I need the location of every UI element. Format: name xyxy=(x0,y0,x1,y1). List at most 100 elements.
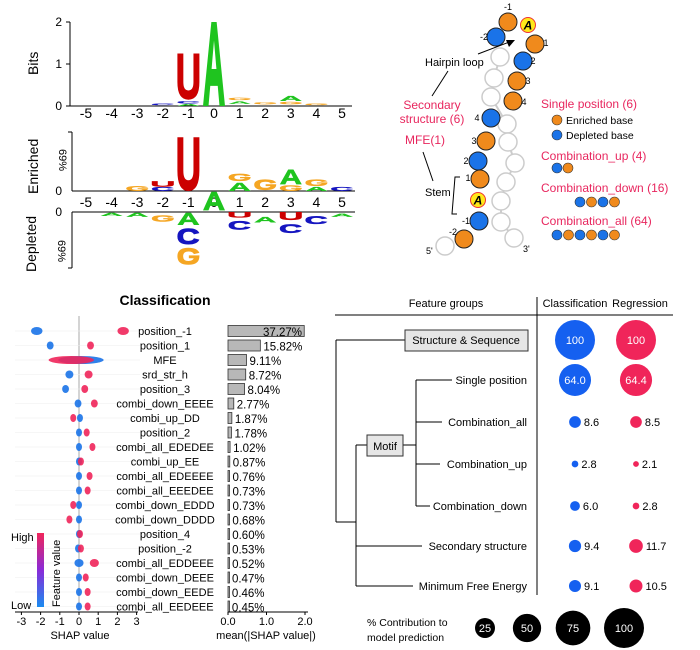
hairpin-loop-label: Hairpin loop xyxy=(425,57,484,69)
enriched-logo-letter-G xyxy=(126,186,149,191)
regression-value: 11.7 xyxy=(646,541,667,553)
motif-box xyxy=(366,434,404,457)
shap-low-points xyxy=(76,573,82,582)
enriched-xtick-label: 3 xyxy=(287,194,295,210)
feature-label: position_1 xyxy=(140,341,190,353)
legend-size-label: 25 xyxy=(479,623,491,635)
importance-label: 2.77% xyxy=(237,400,270,412)
feature-label: combi_up_DD xyxy=(130,413,200,425)
feature-label: position_-2 xyxy=(138,544,192,556)
enriched-dot-icon xyxy=(609,229,620,241)
mfe-label: MFE(1) xyxy=(405,133,445,147)
base-position-label: -1 xyxy=(504,2,512,12)
enriched-base-label: Enriched base xyxy=(566,115,633,127)
importance-label: 0.46% xyxy=(232,588,265,600)
depleted-logo-letter-A xyxy=(177,212,200,225)
shap-xtick-label: 1 xyxy=(95,616,101,628)
importance-bar xyxy=(227,499,230,511)
importance-bar xyxy=(227,412,233,424)
base-position-label: -2 xyxy=(449,227,457,237)
shap-low-points xyxy=(76,472,82,480)
base-depleted-circle xyxy=(469,211,489,231)
bits-logo-letter-A xyxy=(203,22,225,106)
feature-label: combi_down_DEEE xyxy=(116,573,214,585)
importance-bar xyxy=(227,325,305,337)
shap-low-points xyxy=(31,327,43,335)
shap-low-points xyxy=(46,341,54,350)
importance-label: 0.73% xyxy=(233,501,266,513)
base-position-label: 1 xyxy=(543,38,548,48)
legend-size-circle xyxy=(555,610,591,646)
shap-xtick-label: -3 xyxy=(17,616,27,628)
bits-logo-letter-G xyxy=(279,101,302,105)
classification-bubble xyxy=(559,364,591,396)
depleted-logo-letter-C xyxy=(228,220,251,230)
mfe-pointer-line xyxy=(422,151,434,182)
base-depleted-circle xyxy=(468,151,488,171)
base-position-label: 1 xyxy=(465,173,470,183)
feature-group-label: Structure & Sequence xyxy=(412,335,520,347)
unpaired-base-circle xyxy=(491,191,511,211)
enriched-logo-letter-G xyxy=(305,179,328,187)
depleted-logo-letter-G xyxy=(177,247,200,265)
classification-header: Classification xyxy=(543,298,608,310)
feature-label: MFE xyxy=(153,355,176,367)
classification-value: 2.8 xyxy=(581,459,596,471)
importance-label: 1.78% xyxy=(234,429,267,441)
depleted-ytop-label: 69% xyxy=(55,240,67,262)
combination-down-label: Combination_down (16) xyxy=(541,181,668,195)
shap-xtick-label: 3 xyxy=(134,616,140,628)
bits-xtick-label: -4 xyxy=(105,105,118,121)
shap-high-points xyxy=(84,602,91,611)
shap-high-points xyxy=(77,544,84,553)
feature-label: srd_str_h xyxy=(142,370,188,382)
depleted-logo-letter-U xyxy=(279,212,302,221)
colorbar-low-label: Low xyxy=(11,600,31,612)
depleted-logo-letter-A xyxy=(100,212,123,217)
importance-bar xyxy=(227,339,261,352)
legend-title: % Contribution to xyxy=(367,617,448,629)
depleted-logo-letter-C xyxy=(177,228,200,245)
shap-high-points xyxy=(66,515,73,524)
regression-bubble xyxy=(632,502,640,510)
shap-high-points xyxy=(82,573,89,582)
bar-xlabel: mean(|SHAP value|) xyxy=(216,630,316,642)
base-position-label: 2 xyxy=(463,156,468,166)
bits-xtick-label: 0 xyxy=(210,105,218,121)
enriched-logo-letter-C xyxy=(151,186,174,191)
unpaired-base-circle xyxy=(481,87,501,107)
base-position-label: -2 xyxy=(480,32,488,42)
regression-value: 100 xyxy=(627,335,645,347)
enriched-dot-icon xyxy=(562,162,574,174)
shap-high-points xyxy=(70,414,77,422)
colorbar xyxy=(37,533,44,607)
feature-group-label: Single position xyxy=(455,375,527,387)
feature-label: combi_down_EEDE xyxy=(116,587,214,599)
shap-high-points xyxy=(76,530,83,538)
importance-label: 0.73% xyxy=(233,487,266,499)
shap-low-points xyxy=(76,588,82,596)
legend-title: model prediction xyxy=(367,632,444,644)
shap-low-points xyxy=(76,414,83,422)
importance-label: 8.04% xyxy=(248,385,281,397)
shap-low-points xyxy=(74,399,82,408)
enriched-xtick-label: 5 xyxy=(338,194,346,210)
base-enriched-circle xyxy=(470,169,490,189)
shap-high-points xyxy=(77,457,84,466)
modified-base-label: A xyxy=(523,19,533,33)
shap-high-points xyxy=(87,341,94,350)
importance-bar xyxy=(227,383,245,395)
enriched-xtick-label: -3 xyxy=(131,194,144,210)
shap-high-points xyxy=(89,559,99,567)
depleted-dot-icon xyxy=(574,229,586,241)
enriched-ylabel: Enriched xyxy=(25,139,41,194)
three-prime-label: 3' xyxy=(523,244,530,254)
bits-ytick-label: 1 xyxy=(55,57,62,71)
legend-size-label: 50 xyxy=(521,623,533,635)
bar-xtick-label: 2.0 xyxy=(297,616,312,628)
base-enriched-circle xyxy=(454,229,474,249)
shap-high-points xyxy=(84,370,93,379)
importance-label: 37.27% xyxy=(263,327,302,339)
base-depleted-circle xyxy=(513,51,533,71)
regression-bubble xyxy=(629,539,643,553)
